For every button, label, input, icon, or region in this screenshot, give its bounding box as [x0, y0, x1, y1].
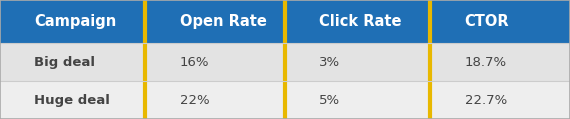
Bar: [430, 81, 570, 119]
Text: Open Rate: Open Rate: [180, 14, 266, 29]
Bar: [285, 0, 430, 43]
Bar: [0, 0, 145, 43]
Text: Campaign: Campaign: [34, 14, 116, 29]
Bar: [430, 43, 570, 81]
Bar: [285, 43, 430, 81]
Text: Huge deal: Huge deal: [34, 94, 110, 107]
Text: Big deal: Big deal: [34, 56, 95, 69]
Bar: [0, 43, 145, 81]
Bar: [145, 0, 285, 43]
Text: 18.7%: 18.7%: [465, 56, 507, 69]
Text: 5%: 5%: [319, 94, 340, 107]
Text: CTOR: CTOR: [465, 14, 509, 29]
Bar: [145, 43, 285, 81]
Bar: [285, 81, 430, 119]
Text: Click Rate: Click Rate: [319, 14, 402, 29]
Bar: [430, 0, 570, 43]
Text: 22%: 22%: [180, 94, 209, 107]
Bar: [0, 81, 145, 119]
Bar: [145, 81, 285, 119]
Text: 3%: 3%: [319, 56, 340, 69]
Text: 16%: 16%: [180, 56, 209, 69]
Text: 22.7%: 22.7%: [465, 94, 507, 107]
